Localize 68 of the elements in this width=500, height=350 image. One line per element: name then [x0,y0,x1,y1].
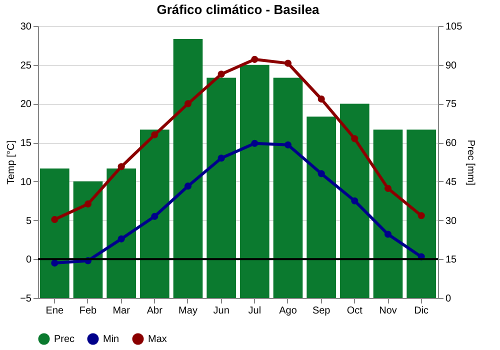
x-tick-label: Jun [213,306,230,316]
y-tick-label: 25 [20,60,32,72]
point [51,260,58,267]
chart-title: Gráfico climático - Basilea [156,2,320,17]
bar [173,38,203,298]
legend-label: Prec [54,334,75,345]
x-tick-label: Oct [346,306,363,316]
y2-tick-label: 45 [446,176,458,188]
y2-tick-label: 105 [446,22,463,32]
legend-label: Min [103,334,120,345]
bar [73,181,103,298]
point [251,56,258,63]
x-tick-label: Sep [312,306,331,316]
point [384,230,392,238]
point [218,70,225,78]
point [318,96,325,103]
bar [306,116,336,298]
y-tick-label: 30 [20,22,32,32]
y2-tick-label: 30 [446,216,458,227]
x-tick-label: Dic [414,306,429,316]
y2-tick-label: 15 [446,254,458,266]
point [384,184,392,192]
point [151,131,158,138]
x-tick-label: May [178,306,198,316]
y2-tick-label: 0 [446,294,452,304]
point [418,212,425,220]
x-tick-label: Abr [146,306,164,316]
y-tick-label: 20 [20,99,32,110]
point [284,60,292,67]
y-axis-title: Temp [°C] [6,140,18,185]
bar [206,78,236,298]
y2-tick-label: 75 [446,99,458,110]
bar [140,130,170,298]
point [118,163,125,170]
y-tick-label: 15 [20,138,32,150]
bar [406,130,436,298]
point [284,141,292,148]
x-tick-label: Nov [379,306,397,316]
bar [340,104,370,298]
x-tick-label: Feb [79,306,98,316]
point [351,135,358,142]
point [51,216,58,224]
point [184,182,192,190]
x-tick-label: Ene [46,306,64,316]
bar [273,78,303,298]
bar [240,64,270,298]
y-tick-label: 0 [26,254,32,266]
bar [106,168,136,298]
bar [373,130,403,298]
point [151,212,158,220]
bar [40,168,70,298]
y2-axis-title: Prec [mm] [465,140,476,186]
point [318,170,325,178]
x-tick-label: Ago [279,306,298,316]
point [184,100,192,108]
x-tick-label: Jul [248,306,262,316]
point [351,197,358,204]
x-tick-label: Mar [112,306,131,316]
point [118,235,125,242]
y-tick-label: 5 [26,216,32,227]
y-tick-label: −5 [20,294,32,304]
legend-label: Max [148,334,167,345]
point [251,140,258,147]
y2-tick-label: 60 [446,138,458,150]
y-tick-label: 10 [20,176,32,188]
point [218,154,225,162]
y2-tick-label: 90 [446,60,458,72]
point [84,200,92,208]
